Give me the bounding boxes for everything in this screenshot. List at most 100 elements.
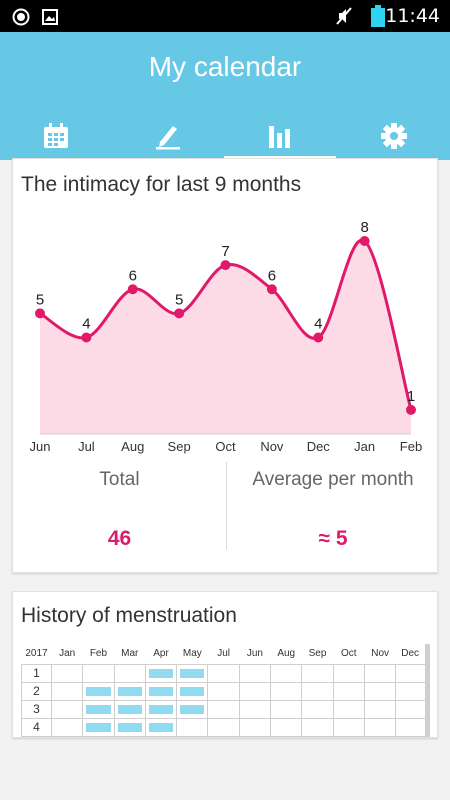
chart-data-label: 5 <box>175 291 183 308</box>
history-cell <box>395 663 430 683</box>
history-cell <box>82 663 115 683</box>
history-cell <box>238 699 272 719</box>
history-cell-marked <box>113 699 146 719</box>
history-month-header: Jun <box>246 648 263 660</box>
history-cell <box>113 663 146 683</box>
history-cell <box>238 717 272 737</box>
chart-x-tick-label: Jun <box>30 439 51 454</box>
history-cell-marked <box>144 699 178 719</box>
chart-point <box>127 284 138 295</box>
history-row-label: 1 <box>21 663 52 683</box>
history-month-header: Mar <box>121 648 139 660</box>
average-value: ≈ 5 <box>318 527 348 550</box>
circle-notification-icon <box>12 8 30 26</box>
history-cell <box>301 717 334 737</box>
chart-x-tick-label: Nov <box>260 439 284 454</box>
history-cell-marked <box>176 699 209 719</box>
history-month-header: Jul <box>217 648 231 660</box>
history-cell-marked <box>176 681 209 701</box>
history-cell-marked <box>82 699 115 719</box>
image-notification-icon <box>42 9 58 25</box>
total-value: 46 <box>107 527 132 550</box>
history-month-header: Apr <box>153 648 169 660</box>
history-cell-marked <box>82 681 115 701</box>
history-row-label: 2 <box>21 681 52 701</box>
tab-edit[interactable] <box>112 112 224 160</box>
history-row-label: 3 <box>21 699 52 719</box>
history-month-header: Dec <box>395 644 430 664</box>
tab-settings[interactable] <box>338 112 450 160</box>
gear-icon <box>381 123 407 149</box>
chart-x-tick-label: Feb <box>400 439 422 454</box>
chart-point <box>266 284 277 295</box>
history-cell <box>238 681 272 701</box>
history-cell <box>332 663 365 683</box>
tab-calendar[interactable] <box>0 112 112 160</box>
intimacy-chart: 5 Jun 4 Jul 6 Aug 5 Sep 7 Oct 6 Nov 4 Dec 8 Jan 1 Feb <box>30 219 423 454</box>
chart-point <box>174 308 185 319</box>
history-cell <box>50 663 84 683</box>
mute-icon <box>336 7 352 25</box>
history-month-header: Sep <box>308 648 327 660</box>
history-year: 2017 <box>25 648 48 660</box>
stat-divider <box>226 462 227 550</box>
chart-data-label: 6 <box>129 267 137 284</box>
history-cell <box>207 699 240 719</box>
calendar-icon <box>44 123 68 148</box>
history-cell-marked <box>144 717 178 737</box>
chart-data-label: 1 <box>407 388 415 405</box>
history-cell-marked <box>144 681 178 701</box>
history-month-header: Nov <box>371 648 390 660</box>
chart-data-label: 4 <box>314 316 322 333</box>
history-cell-marked <box>113 681 146 701</box>
history-cell-marked <box>82 717 115 737</box>
history-cell <box>50 699 84 719</box>
history-cell <box>207 681 240 701</box>
history-cell <box>50 681 84 701</box>
chart-point <box>35 308 45 319</box>
history-card: History of menstruation 2017 Jan Feb Mar Ap… <box>12 591 438 738</box>
chart-point <box>220 260 231 271</box>
chart-x-tick-label: Jul <box>78 439 95 454</box>
history-row: 4 <box>21 717 430 737</box>
history-cell <box>395 699 430 719</box>
history-cell <box>270 699 303 719</box>
chart-point <box>81 332 92 343</box>
history-month-header: Feb <box>89 648 108 660</box>
chart-point <box>313 332 324 343</box>
history-cell <box>238 663 272 683</box>
history-cell <box>270 717 303 737</box>
history-cell <box>363 663 397 683</box>
history-grid: 2017 Jan Feb Mar Apr May Jul Jun Aug Sep Oct Nov De… <box>21 644 430 737</box>
history-cell <box>332 699 365 719</box>
history-cell <box>50 717 84 737</box>
chart-data-label: 4 <box>82 316 90 333</box>
history-cell <box>332 717 365 737</box>
history-cell-marked <box>176 663 209 683</box>
status-bar: 11:44 <box>0 0 450 32</box>
history-row: 2 <box>21 681 430 701</box>
history-cell <box>395 681 430 701</box>
history-cell <box>363 699 397 719</box>
intimacy-card: The intimacy for last 9 months 5 Jun 4 Jul 6… <box>12 158 438 573</box>
history-cell <box>395 717 430 737</box>
history-cell <box>207 663 240 683</box>
history-cell <box>207 717 240 737</box>
chart-x-tick-label: Dec <box>307 439 331 454</box>
history-cell <box>301 663 334 683</box>
history-month-header: Jan <box>59 648 76 660</box>
history-row: 1 <box>21 663 430 683</box>
history-cell <box>363 717 397 737</box>
history-cell <box>270 663 303 683</box>
history-cell-marked <box>113 717 146 737</box>
total-label: Total <box>99 469 140 490</box>
tab-statistics[interactable] <box>224 112 336 160</box>
history-month-header: Oct <box>341 648 357 660</box>
history-cell <box>270 681 303 701</box>
history-cell-marked <box>144 663 178 683</box>
chart-data-label: 7 <box>221 243 229 260</box>
edit-icon <box>156 126 180 150</box>
chart-x-tick-label: Jan <box>354 439 375 454</box>
battery-icon <box>371 5 385 27</box>
history-month-header: Aug <box>277 648 296 660</box>
